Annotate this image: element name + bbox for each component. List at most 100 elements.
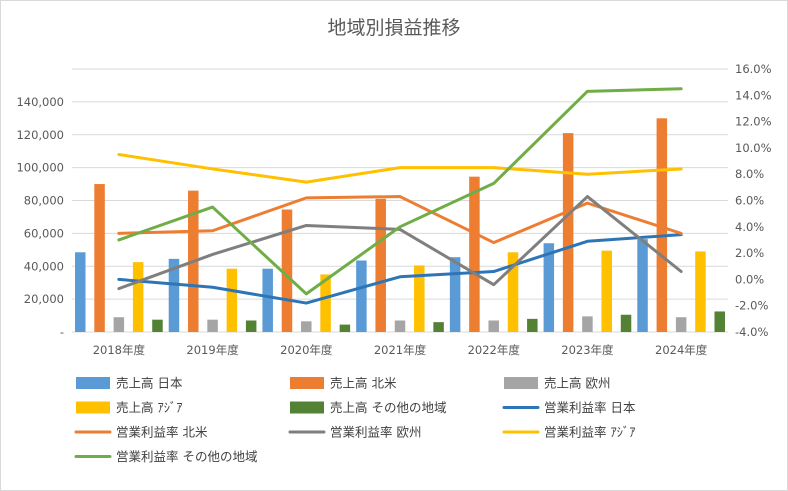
bar-series <box>113 316 687 332</box>
bar <box>656 118 668 332</box>
line-series <box>117 195 683 245</box>
bar <box>168 258 180 332</box>
right-tick-label: -2.0% <box>735 299 768 313</box>
legend-label: 営業利益率 日本 <box>544 400 636 415</box>
legend-label: 売上高 日本 <box>116 376 183 391</box>
category-label: 2020年度 <box>280 343 333 357</box>
legend-swatch <box>76 377 110 389</box>
right-tick-label: 2.0% <box>735 246 764 260</box>
legend-entry: 営業利益率 その他の地域 <box>74 449 257 464</box>
legend-entry: 売上高 日本 <box>76 376 183 391</box>
bar <box>375 198 386 332</box>
right-tick-label: 8.0% <box>735 167 764 181</box>
bar <box>339 324 351 332</box>
line-series-group <box>117 87 683 305</box>
legend-swatch <box>290 401 324 414</box>
line-series <box>117 87 683 296</box>
legend-entry: 営業利益率 欧州 <box>288 425 421 440</box>
line-series <box>117 195 683 291</box>
bar <box>543 243 555 332</box>
legend-swatch <box>290 377 324 389</box>
bar <box>714 311 725 332</box>
left-tick-label: 80,000 <box>24 194 64 208</box>
legend-entry: 売上高 その他の地域 <box>290 400 446 415</box>
bar <box>75 252 86 332</box>
bar <box>695 251 706 332</box>
right-tick-label: 12.0% <box>735 115 772 129</box>
bar <box>449 257 461 332</box>
legend-swatch <box>504 377 538 389</box>
right-tick-label: 10.0% <box>735 141 772 155</box>
bar-series <box>94 118 668 332</box>
bar <box>488 320 499 332</box>
bar <box>245 320 257 332</box>
right-tick-label: 0.0% <box>735 272 764 286</box>
right-tick-label: 14.0% <box>735 88 772 102</box>
legend-label: 売上高 北米 <box>330 376 397 391</box>
legend-label: 売上高 ｱｼﾞｱ <box>116 400 182 415</box>
left-tick-label: 100,000 <box>16 161 64 175</box>
bar <box>507 252 519 332</box>
category-label: 2021年度 <box>374 343 427 357</box>
bar <box>356 260 367 332</box>
category-label: 2023年度 <box>561 343 614 357</box>
bar <box>469 176 480 332</box>
line-series <box>117 152 683 184</box>
legend-entry: 営業利益率 日本 <box>502 400 636 415</box>
category-label: 2022年度 <box>468 343 521 357</box>
left-axis-ticks: - 20,000 40,000 60,000 80,000 100,000 120,000 1… <box>16 95 64 339</box>
bar <box>94 184 105 332</box>
legend-entry: 売上高 欧州 <box>504 376 610 391</box>
right-tick-label: 16.0% <box>735 62 772 76</box>
bar <box>675 317 687 332</box>
legend-entry: 営業利益率 ｱｼﾞｱ <box>502 425 635 440</box>
category-label: 2024年度 <box>655 343 708 357</box>
line-series <box>117 233 683 305</box>
left-tick-label: - <box>60 325 64 339</box>
left-tick-label: 40,000 <box>24 259 64 273</box>
bar <box>562 133 574 332</box>
bar <box>320 274 331 332</box>
bar <box>582 316 593 332</box>
bar <box>152 319 163 332</box>
bar <box>301 321 312 332</box>
chart-title: 地域別損益推移 <box>327 17 460 39</box>
right-axis-ticks: -4.0% -2.0% 0.0% 2.0% 4.0% 6.0% 8.0% 10.0% 12.0%… <box>735 62 772 339</box>
legend-label: 営業利益率 その他の地域 <box>116 449 257 464</box>
legend-label: 営業利益率 ｱｼﾞｱ <box>544 425 635 440</box>
bar-series <box>75 239 648 332</box>
bar <box>433 322 444 332</box>
legend-label: 売上高 その他の地域 <box>330 400 446 415</box>
bar <box>394 320 406 332</box>
bar <box>281 209 293 332</box>
bar <box>414 265 425 332</box>
legend-label: 営業利益率 欧州 <box>330 425 421 440</box>
bar <box>637 239 648 332</box>
category-label: 2018年度 <box>93 343 146 357</box>
bar <box>262 268 273 332</box>
bar <box>132 262 144 332</box>
bar <box>113 317 125 332</box>
bar <box>620 314 632 332</box>
bar <box>601 250 612 332</box>
bar-series <box>132 250 706 332</box>
left-tick-label: 120,000 <box>16 128 64 142</box>
legend-swatch <box>76 401 110 414</box>
bar <box>226 268 238 332</box>
right-tick-label: 6.0% <box>735 194 764 208</box>
bar <box>207 319 218 332</box>
legend-entry: 売上高 北米 <box>290 376 397 391</box>
legend-label: 営業利益率 北米 <box>116 425 208 440</box>
category-label: 2019年度 <box>186 343 239 357</box>
left-tick-label: 20,000 <box>24 292 64 306</box>
bar <box>527 318 538 332</box>
legend-label: 売上高 欧州 <box>544 376 610 391</box>
bar-series <box>152 311 725 332</box>
legend-entry: 売上高 ｱｼﾞｱ <box>76 400 182 415</box>
left-tick-label: 140,000 <box>16 95 64 109</box>
legend-entry: 営業利益率 北米 <box>74 425 208 440</box>
right-tick-label: 4.0% <box>735 220 764 234</box>
x-axis-categories: 2018年度 2019年度 2020年度 2021年度 2022年度 2023年度 2024… <box>93 343 708 357</box>
